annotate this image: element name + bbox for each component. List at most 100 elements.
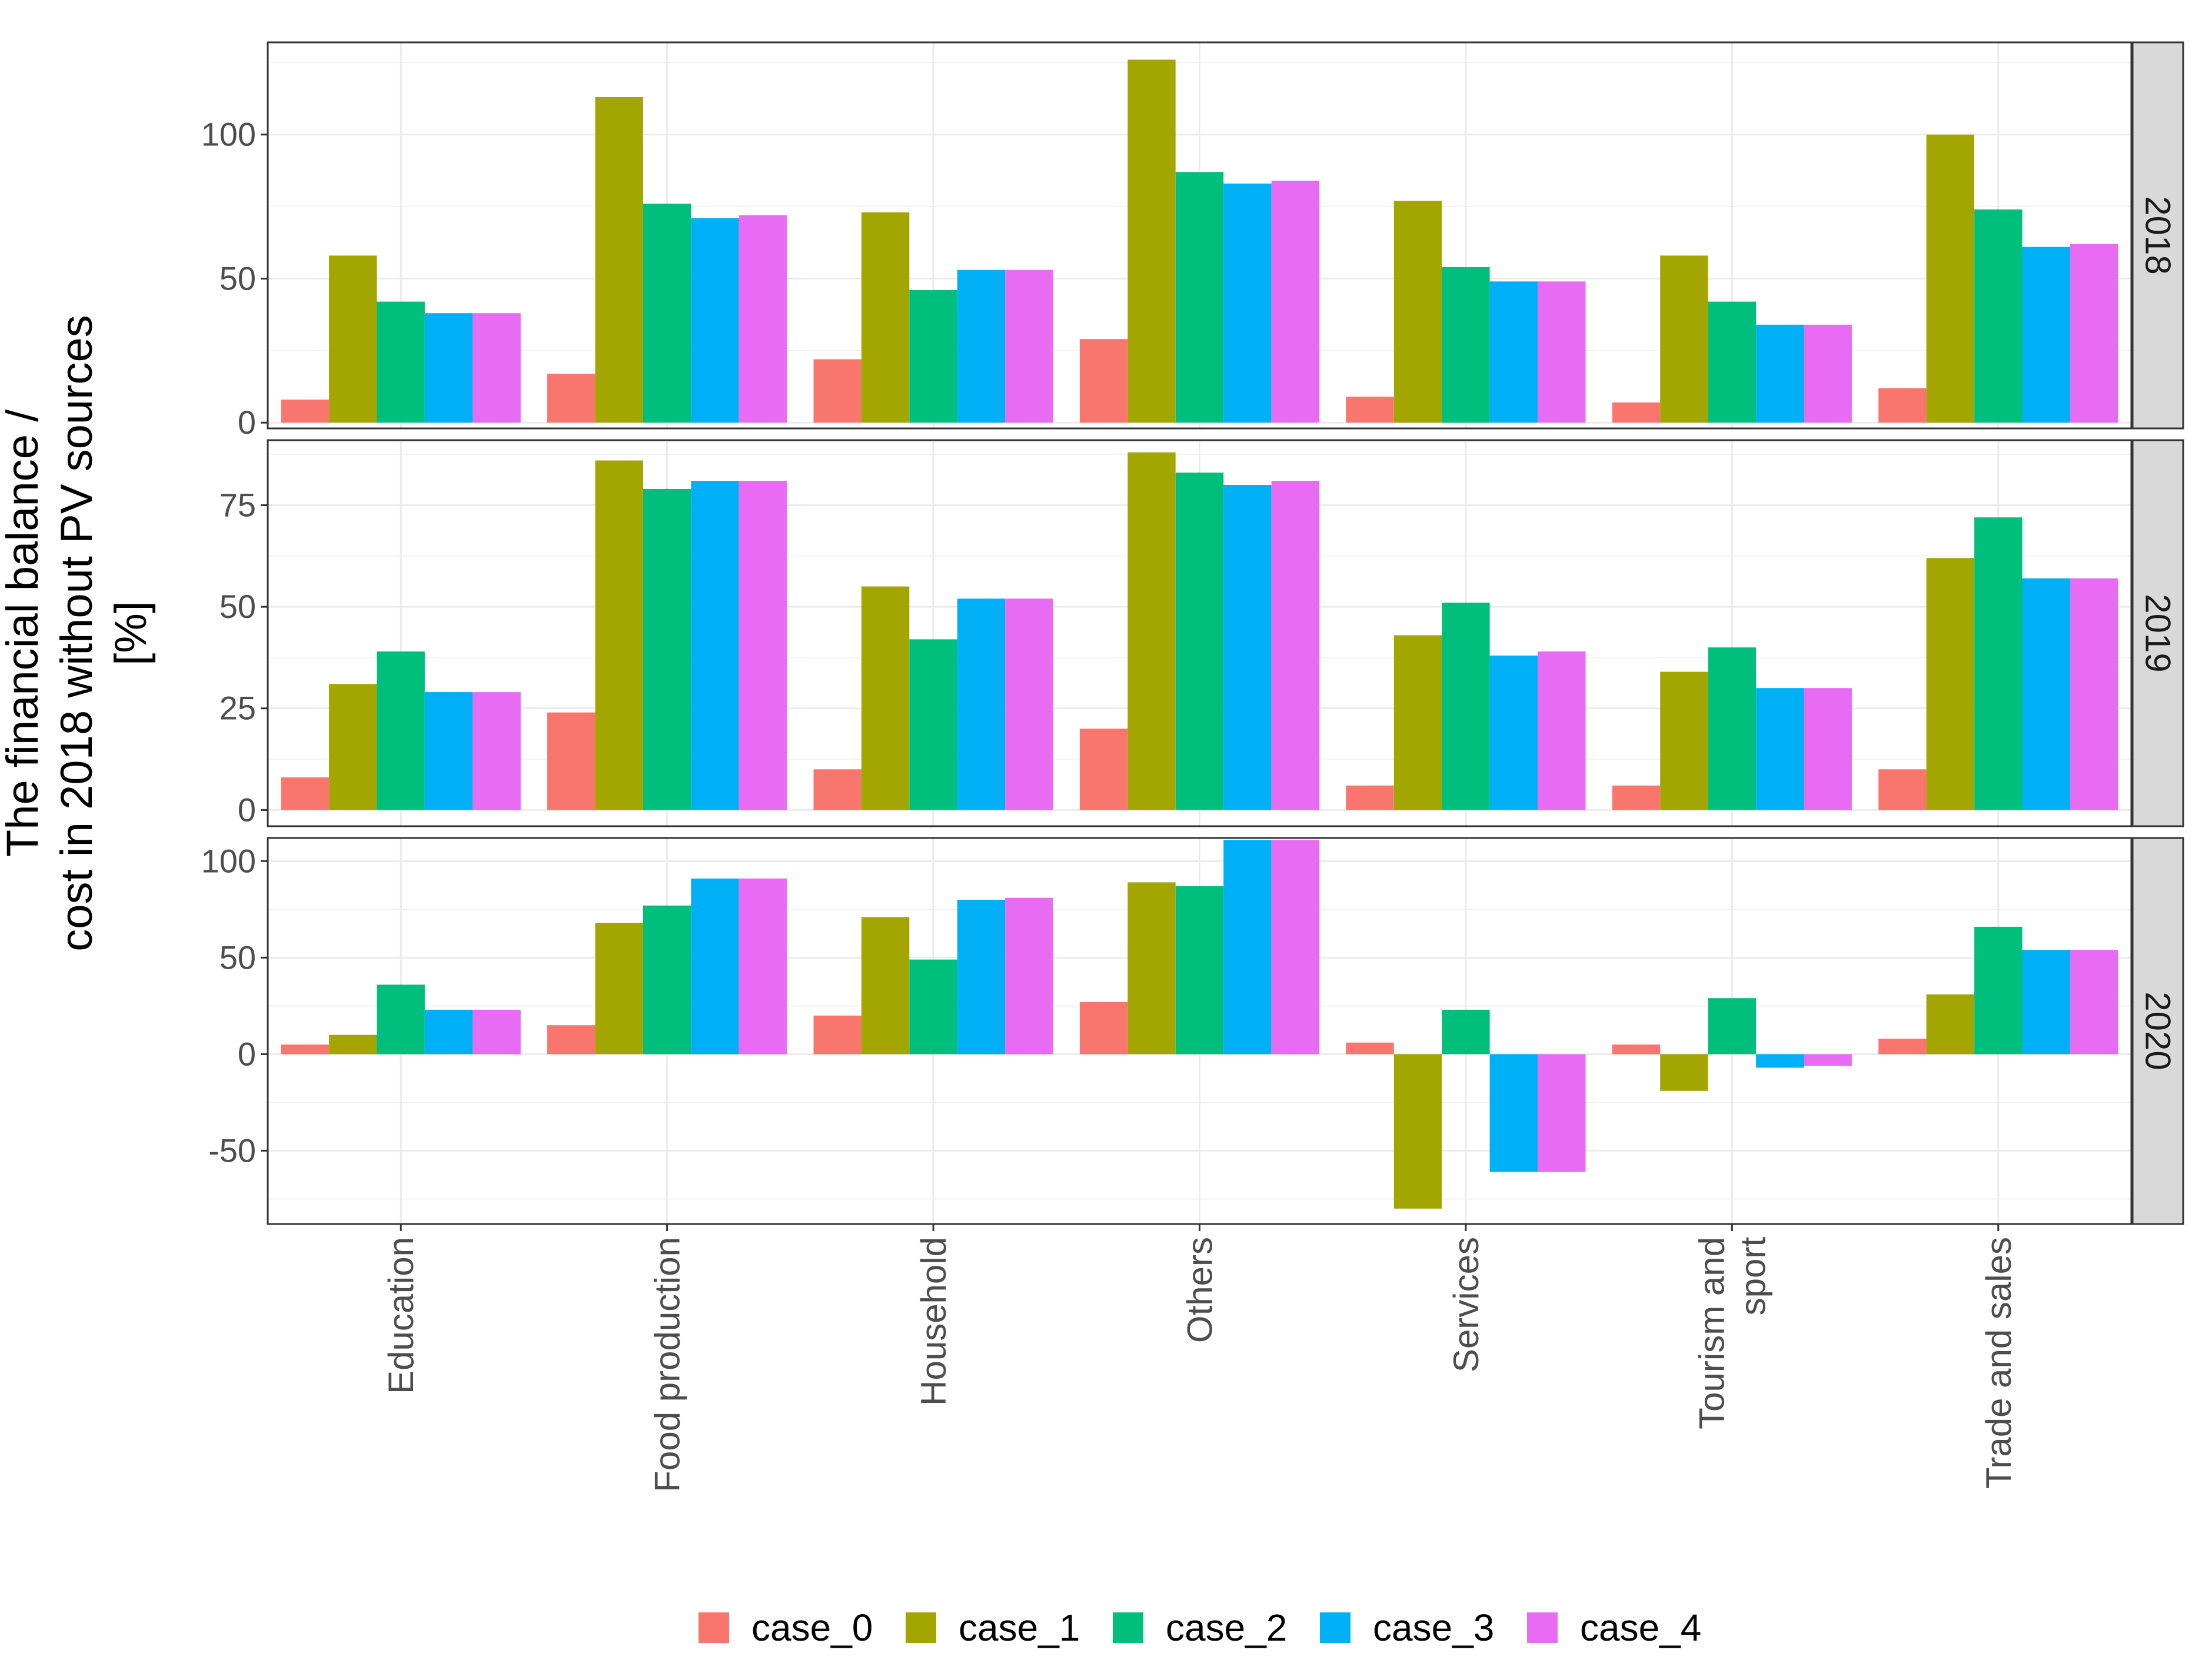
facet-strip-label: 2019 — [2138, 594, 2178, 672]
bar-2019-household-case_2 — [909, 639, 957, 810]
bar-2020-services-case_1 — [1393, 1054, 1442, 1209]
bar-2018-education-case_0 — [281, 400, 329, 423]
legend-key-case_4 — [1527, 1612, 1558, 1643]
bar-2019-household-case_1 — [861, 586, 910, 810]
bar-2020-trade-and-sales-case_3 — [2022, 950, 2070, 1055]
x-tick-label-line: Tourism and — [1692, 1237, 1731, 1429]
bar-2020-services-case_4 — [1538, 1054, 1586, 1172]
bar-2020-education-case_0 — [281, 1045, 329, 1055]
bar-2019-household-case_3 — [957, 598, 1006, 810]
bar-2019-education-case_2 — [377, 651, 425, 810]
bar-2018-trade-and-sales-case_3 — [2022, 247, 2070, 423]
bar-2018-services-case_2 — [1442, 267, 1490, 423]
facet-strip — [2131, 41, 2184, 430]
bar-2018-services-case_0 — [1346, 397, 1394, 423]
y-tick-label: 50 — [219, 588, 256, 625]
bar-2018-household-case_1 — [861, 212, 910, 423]
bar-2019-services-case_1 — [1393, 635, 1442, 810]
bar-2019-tourism-and-sport-case_4 — [1804, 688, 1852, 810]
y-tick-label: 100 — [201, 116, 256, 153]
x-tick-label-household: Household — [914, 1237, 953, 1406]
bar-2019-trade-and-sales-case_1 — [1926, 558, 1974, 810]
legend-key-case_3 — [1320, 1612, 1351, 1643]
bar-2020-trade-and-sales-case_0 — [1878, 1039, 1927, 1055]
y-tick-label: 0 — [238, 791, 256, 828]
x-tick-label-trade-and-sales: Trade and sales — [1979, 1237, 2018, 1489]
bar-2019-others-case_0 — [1079, 729, 1128, 810]
x-tick-label-services: Services — [1446, 1237, 1486, 1372]
x-tick-label-food-production: Food production — [648, 1237, 687, 1492]
y-tick-label: 75 — [219, 486, 256, 523]
bar-2018-food-production-case_1 — [595, 97, 643, 423]
bar-2018-tourism-and-sport-case_3 — [1756, 324, 1804, 423]
bar-2020-household-case_1 — [861, 917, 910, 1055]
bar-2019-food-production-case_4 — [739, 481, 787, 810]
bar-2019-education-case_4 — [473, 692, 521, 810]
bar-2018-food-production-case_0 — [547, 374, 596, 423]
facet-strip-label: 2020 — [2138, 992, 2178, 1070]
bar-2018-trade-and-sales-case_4 — [2070, 244, 2118, 423]
bar-2019-trade-and-sales-case_0 — [1878, 769, 1927, 810]
bar-2019-others-case_2 — [1175, 473, 1224, 810]
bar-2019-household-case_4 — [1005, 598, 1053, 810]
bar-2020-household-case_0 — [813, 1015, 861, 1055]
bar-2018-services-case_1 — [1393, 201, 1442, 423]
y-axis-title-text: The financial balance /cost in 2018 with… — [0, 315, 156, 951]
legend: case_0 case_1 case_2 case_3 case_4 — [698, 1607, 1701, 1649]
bar-2020-food-production-case_0 — [547, 1025, 596, 1055]
bar-2020-food-production-case_2 — [643, 905, 691, 1055]
bar-2020-trade-and-sales-case_2 — [1974, 926, 2023, 1055]
bar-2020-trade-and-sales-case_1 — [1926, 994, 1974, 1055]
bar-2019-trade-and-sales-case_2 — [1974, 517, 2023, 810]
bar-2019-tourism-and-sport-case_0 — [1612, 785, 1661, 810]
bar-2019-others-case_3 — [1223, 485, 1272, 810]
bar-2018-services-case_4 — [1538, 281, 1586, 423]
panel-border — [267, 439, 2133, 827]
bar-2020-household-case_2 — [909, 959, 957, 1055]
bar-2020-food-production-case_4 — [739, 878, 787, 1055]
bar-2020-tourism-and-sport-case_2 — [1708, 998, 1756, 1055]
bar-2020-others-case_3 — [1223, 840, 1272, 1055]
bar-2018-food-production-case_4 — [739, 215, 787, 423]
bar-2020-tourism-and-sport-case_1 — [1660, 1054, 1708, 1091]
bar-2018-others-case_1 — [1127, 59, 1176, 423]
panel-2020: -50 0 50 100 2020 — [201, 837, 2184, 1225]
bar-2020-education-case_1 — [329, 1035, 377, 1055]
bar-2019-trade-and-sales-case_4 — [2070, 578, 2118, 810]
x-tick-label-line: Services — [1446, 1237, 1486, 1372]
bar-2018-others-case_0 — [1079, 339, 1128, 423]
x-tick-label-line: Food production — [648, 1237, 687, 1492]
y-tick-label: 50 — [219, 260, 256, 297]
legend-key-case_0 — [698, 1612, 729, 1643]
bar-2018-education-case_3 — [424, 313, 473, 423]
bar-2018-others-case_3 — [1223, 183, 1272, 423]
bar-2019-food-production-case_3 — [691, 481, 739, 810]
legend-label-case_2: case_2 — [1166, 1607, 1287, 1649]
y-tick-label: 50 — [219, 939, 256, 976]
bar-2019-services-case_4 — [1538, 651, 1586, 810]
x-tick-label-others: Others — [1180, 1237, 1220, 1343]
bar-2020-services-case_0 — [1346, 1042, 1394, 1055]
bar-2019-services-case_2 — [1442, 603, 1490, 810]
bar-2019-tourism-and-sport-case_1 — [1660, 671, 1708, 810]
y-axis-title: The financial balance /cost in 2018 with… — [0, 315, 156, 951]
bar-2019-food-production-case_2 — [643, 488, 691, 810]
y-tick-label: 0 — [238, 1035, 256, 1072]
panel-2019: 0 25 50 75 2019 — [219, 439, 2184, 828]
facet-strip — [2131, 837, 2184, 1225]
bar-2019-household-case_0 — [813, 769, 861, 810]
y-tick-label: 25 — [219, 690, 256, 727]
x-tick-label-line: Education — [381, 1237, 421, 1394]
x-tick-label-line: sport — [1733, 1237, 1772, 1316]
legend-label-case_3: case_3 — [1373, 1607, 1494, 1649]
bar-2019-services-case_3 — [1489, 656, 1538, 810]
bar-2018-food-production-case_3 — [691, 218, 739, 423]
y-tick-label: 0 — [238, 404, 256, 441]
x-tick-label-line: Trade and sales — [1979, 1237, 2018, 1489]
y-axis-title-line: The financial balance / — [0, 409, 48, 857]
bar-2018-education-case_2 — [377, 301, 425, 423]
x-tick-label-line: Household — [914, 1237, 953, 1406]
bar-2020-tourism-and-sport-case_0 — [1612, 1045, 1661, 1055]
bar-2018-education-case_4 — [473, 313, 521, 423]
